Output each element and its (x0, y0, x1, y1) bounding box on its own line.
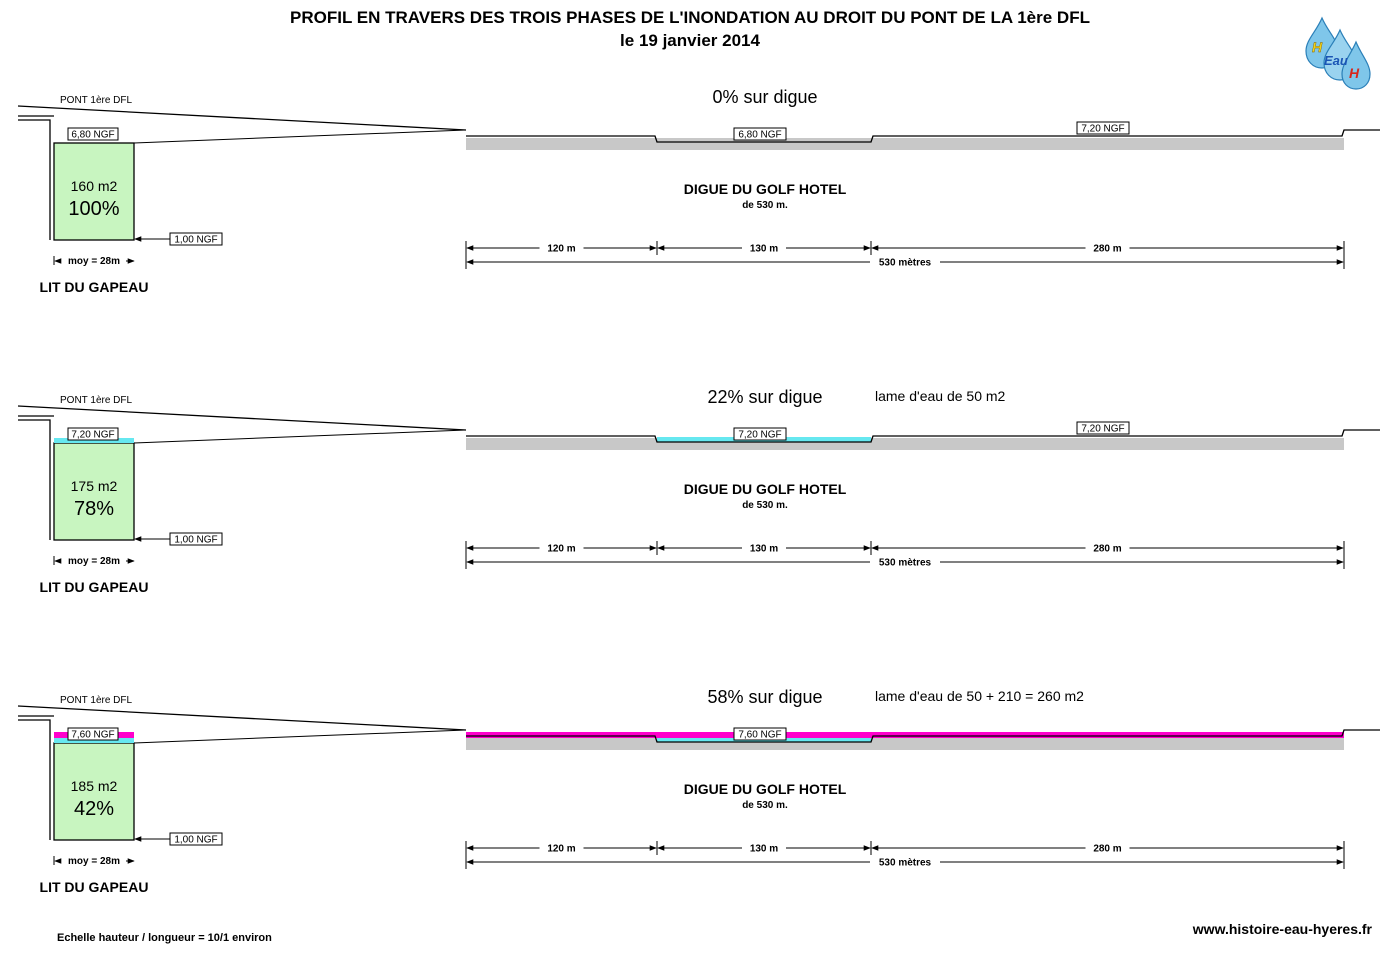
dike-embankment (466, 738, 1344, 750)
dike-length: de 530 m. (742, 800, 788, 811)
logo-letter: Eau (1324, 53, 1348, 68)
phase-section-3: PONT 1ère DFL 7,60 NGF 7,60 NGF 1,00 NGF 185… (17, 687, 1380, 895)
channel-percent: 78% (74, 498, 114, 520)
dike-length: de 530 m. (742, 500, 788, 511)
bed-name: LIT DU GAPEAU (40, 279, 149, 295)
phase-section-1: PONT 1ère DFL 6,80 NGF 6,80 NGF 7,20 NGF 1,0… (17, 87, 1380, 295)
bridge-label: PONT 1ère DFL (60, 395, 132, 406)
channel-level-label: 7,20 NGF (71, 430, 114, 441)
channel-percent: 42% (74, 798, 114, 820)
channel-section (53, 742, 135, 841)
channel-width: moy = 28m (68, 256, 120, 267)
dike-mid-level-label-box (733, 127, 787, 141)
dike-crest-line (466, 729, 1380, 743)
dike-name: DIGUE DU GOLF HOTEL (684, 181, 847, 197)
dike-mid-level-label-box (733, 727, 787, 741)
dimension-segment-1: 120 m (547, 244, 575, 255)
bed-level-label-box (169, 532, 223, 546)
logo-letter: H (1349, 65, 1360, 81)
phase-section-2: PONT 1ère DFL 7,20 NGF 7,20 NGF 7,20 NGF 1,0… (17, 387, 1380, 595)
bridge-underside-line (133, 129, 467, 144)
bridge-label: PONT 1ère DFL (60, 95, 132, 106)
channel-width: moy = 28m (68, 556, 120, 567)
channel-percent: 100% (68, 198, 119, 220)
dike-name: DIGUE DU GOLF HOTEL (684, 781, 847, 797)
overflow-percent: 0% sur digue (712, 87, 817, 107)
histoire-eau-hyeres-logo: H Eau H (1305, 16, 1371, 90)
channel-level-label-box (67, 127, 119, 141)
bank-line (18, 419, 51, 540)
water-sheet-note: lame d'eau de 50 m2 (875, 388, 1006, 404)
logo-letter: H (1312, 39, 1323, 55)
dike-water-magenta (466, 732, 1344, 738)
bed-level-label-box (169, 832, 223, 846)
dimension-segment-3: 280 m (1093, 844, 1121, 855)
bridge-label: PONT 1ère DFL (60, 695, 132, 706)
dike-right-level-label: 7,20 NGF (1081, 424, 1124, 435)
dimension-segment-2: 130 m (750, 544, 778, 555)
bridge-deck-line (17, 105, 467, 131)
dimension-segment-3: 280 m (1093, 244, 1121, 255)
channel-area: 185 m2 (71, 778, 118, 794)
bed-level-label: 1,00 NGF (174, 535, 217, 546)
channel-level-label-box (67, 727, 119, 741)
dike-mid-level-label: 7,60 NGF (738, 730, 781, 741)
water-sheet-note: lame d'eau de 50 + 210 = 260 m2 (875, 688, 1084, 704)
dike-name: DIGUE DU GOLF HOTEL (684, 481, 847, 497)
channel-level-label-box (67, 427, 119, 441)
dike-mid-level-label: 6,80 NGF (738, 130, 781, 141)
channel-area: 175 m2 (71, 478, 118, 494)
dike-mid-level-label: 7,20 NGF (738, 430, 781, 441)
dimension-total: 530 mètres (879, 258, 932, 269)
dike-embankment (466, 138, 1344, 150)
overflow-percent: 22% sur digue (707, 387, 822, 407)
dimension-segment-1: 120 m (547, 844, 575, 855)
diagram-title: PROFIL EN TRAVERS DES TROIS PHASES DE L'… (290, 8, 1090, 27)
channel-level-label: 6,80 NGF (71, 130, 114, 141)
scale-note: Echelle hauteur / longueur = 10/1 enviro… (57, 932, 272, 944)
dimension-segment-3: 280 m (1093, 544, 1121, 555)
dimension-segment-1: 120 m (547, 544, 575, 555)
bridge-deck-line (17, 705, 467, 731)
dike-right-level-label-box (1076, 421, 1130, 435)
bank-line (18, 119, 51, 240)
logo-drop-icon (1341, 40, 1371, 90)
dike-crest-line (466, 129, 1380, 143)
channel-section (53, 142, 135, 241)
bridge-underside-line (133, 429, 467, 444)
channel-level-label: 7,60 NGF (71, 730, 114, 741)
channel-width: moy = 28m (68, 856, 120, 867)
dike-right-level-label: 7,20 NGF (1081, 124, 1124, 135)
dike-crest-line (466, 429, 1380, 443)
website-credit: www.histoire-eau-hyeres.fr (1192, 921, 1373, 937)
bed-name: LIT DU GAPEAU (40, 579, 149, 595)
diagram-date: le 19 janvier 2014 (620, 31, 760, 50)
dimension-total: 530 mètres (879, 858, 932, 869)
dimension-total: 530 mètres (879, 558, 932, 569)
dike-length: de 530 m. (742, 200, 788, 211)
bed-name: LIT DU GAPEAU (40, 879, 149, 895)
dike-embankment (466, 438, 1344, 450)
bed-level-label: 1,00 NGF (174, 235, 217, 246)
bridge-underside-line (133, 729, 467, 744)
channel-section (53, 442, 135, 541)
dike-mid-level-label-box (733, 427, 787, 441)
bridge-deck-line (17, 405, 467, 431)
channel-area: 160 m2 (71, 178, 118, 194)
overflow-percent: 58% sur digue (707, 687, 822, 707)
dimension-segment-2: 130 m (750, 244, 778, 255)
bed-level-label-box (169, 232, 223, 246)
dimension-segment-2: 130 m (750, 844, 778, 855)
bed-level-label: 1,00 NGF (174, 835, 217, 846)
bank-line (18, 719, 51, 840)
dike-right-level-label-box (1076, 121, 1130, 135)
